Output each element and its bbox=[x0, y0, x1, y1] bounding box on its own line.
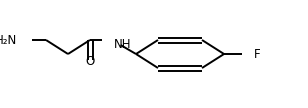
Text: O: O bbox=[85, 55, 95, 68]
Text: F: F bbox=[254, 48, 261, 60]
Text: H₂N: H₂N bbox=[0, 33, 17, 47]
Text: NH: NH bbox=[114, 38, 132, 51]
